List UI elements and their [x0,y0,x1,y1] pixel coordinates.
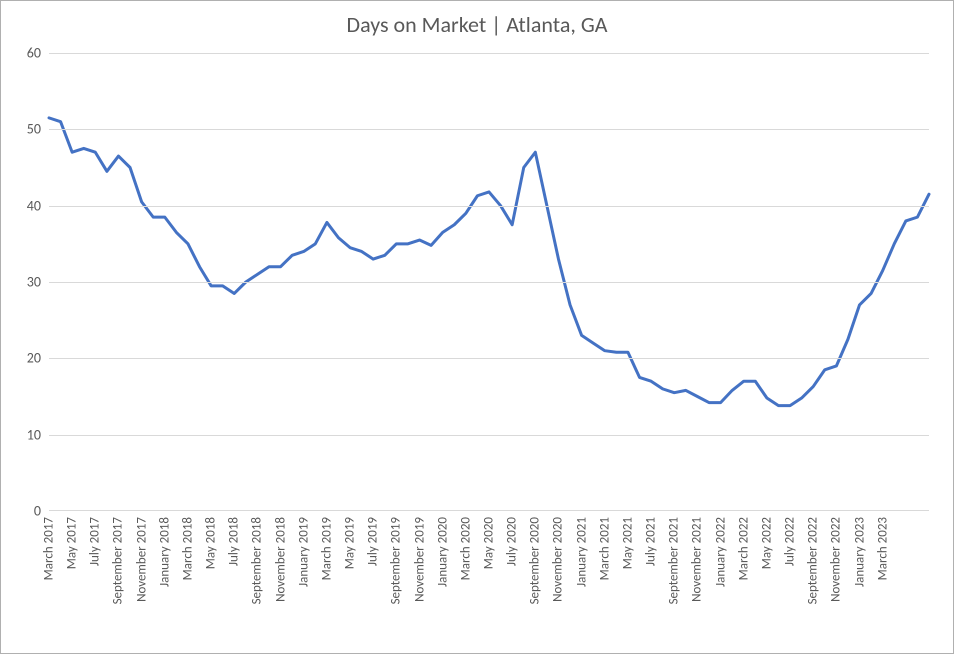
x-tick-label: January 2022 [713,517,728,587]
gridline [49,435,929,436]
x-tick-label: September 2022 [806,517,821,604]
x-axis-line [49,510,929,511]
y-tick-label: 0 [11,503,41,520]
y-tick-label: 50 [11,121,41,138]
y-tick-label: 60 [11,45,41,62]
x-tick-label: May 2022 [759,517,774,569]
x-tick-label: July 2017 [88,517,103,566]
x-tick-label: January 2019 [296,517,311,587]
x-tick-label: September 2017 [111,517,126,604]
chart-container: Days on Market | Atlanta, GA 01020304050… [0,0,954,654]
x-tick-label: March 2017 [42,517,57,580]
gridline [49,206,929,207]
plot-area: 0102030405060 [49,53,929,511]
x-tick-label: November 2022 [829,517,844,602]
x-tick-label: November 2020 [551,517,566,602]
x-tick-label: May 2017 [65,517,80,569]
x-tick-label: January 2020 [435,517,450,587]
y-tick-label: 20 [11,350,41,367]
x-axis-labels: March 2017May 2017July 2017September 201… [49,513,929,643]
x-tick-label: September 2018 [250,517,265,604]
y-tick-label: 40 [11,197,41,214]
gridline [49,129,929,130]
data-line [49,118,929,406]
x-tick-label: November 2017 [134,517,149,602]
x-tick-label: September 2021 [667,517,682,604]
x-tick-label: July 2019 [366,517,381,566]
gridline [49,53,929,54]
x-tick-label: January 2018 [157,517,172,587]
x-tick-label: March 2019 [319,517,334,580]
gridline [49,358,929,359]
x-tick-label: September 2019 [389,517,404,604]
gridline [49,282,929,283]
y-tick-label: 10 [11,426,41,443]
x-tick-label: May 2019 [343,517,358,569]
x-tick-label: November 2019 [412,517,427,602]
x-tick-label: July 2018 [227,517,242,566]
x-tick-label: January 2021 [574,517,589,587]
x-tick-label: March 2022 [736,517,751,580]
x-tick-label: May 2018 [204,517,219,569]
x-tick-label: May 2020 [482,517,497,569]
x-tick-label: March 2020 [458,517,473,580]
x-tick-label: July 2021 [644,517,659,566]
x-tick-label: May 2021 [620,517,635,569]
x-tick-label: July 2020 [505,517,520,566]
x-tick-label: July 2022 [783,517,798,566]
x-tick-label: November 2021 [690,517,705,602]
x-tick-label: March 2023 [875,517,890,580]
x-tick-label: November 2018 [273,517,288,602]
x-tick-label: September 2020 [528,517,543,604]
x-tick-label: March 2021 [597,517,612,580]
chart-title: Days on Market | Atlanta, GA [1,11,953,38]
y-tick-label: 30 [11,274,41,291]
x-tick-label: January 2023 [852,517,867,587]
x-tick-label: March 2018 [180,517,195,580]
